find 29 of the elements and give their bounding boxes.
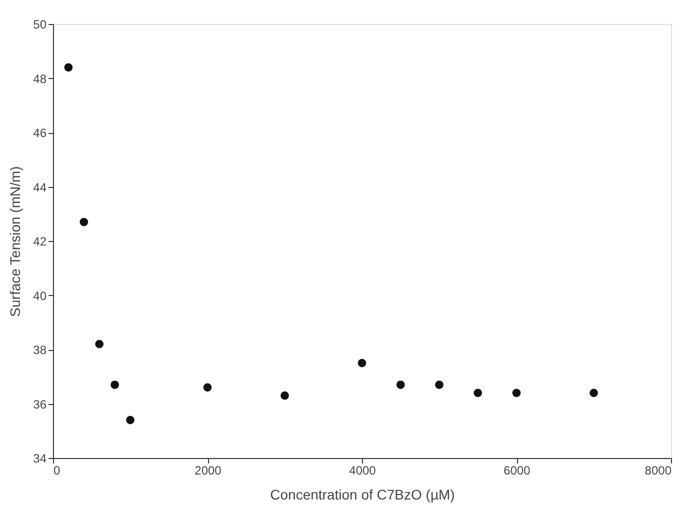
y-tick-label: 48 <box>33 72 47 86</box>
x-tick-label: 8000 <box>644 464 672 478</box>
point <box>474 388 482 398</box>
y-tick-label: 50 <box>33 18 47 32</box>
x-tick-label: 2000 <box>194 464 222 478</box>
y-tick-label: 38 <box>33 343 47 357</box>
point <box>95 340 104 348</box>
point <box>126 416 134 424</box>
point <box>512 388 521 398</box>
x-tick-label: 4000 <box>349 464 376 478</box>
y-tick-label: 40 <box>33 288 47 303</box>
y-tick-label: 34 <box>33 452 47 466</box>
point <box>358 358 366 368</box>
point <box>590 388 598 398</box>
y-tick-label: 46 <box>33 126 47 140</box>
point <box>110 380 119 389</box>
y-tick-label: 36 <box>33 397 47 412</box>
point <box>280 391 289 400</box>
x-axis-title: Concentration of C7BzO (µM) <box>270 486 455 502</box>
point <box>64 63 73 72</box>
x-tick-label: 6000 <box>504 464 531 478</box>
y-axis-title: Surface Tension (mN/m) <box>7 166 24 317</box>
point <box>80 218 88 226</box>
point <box>203 383 212 392</box>
y-tick-label: 44 <box>33 180 47 194</box>
y-tick-label: 42 <box>33 234 47 248</box>
x-tick-label: 0 <box>54 464 60 478</box>
point <box>435 380 444 389</box>
point <box>396 380 405 389</box>
